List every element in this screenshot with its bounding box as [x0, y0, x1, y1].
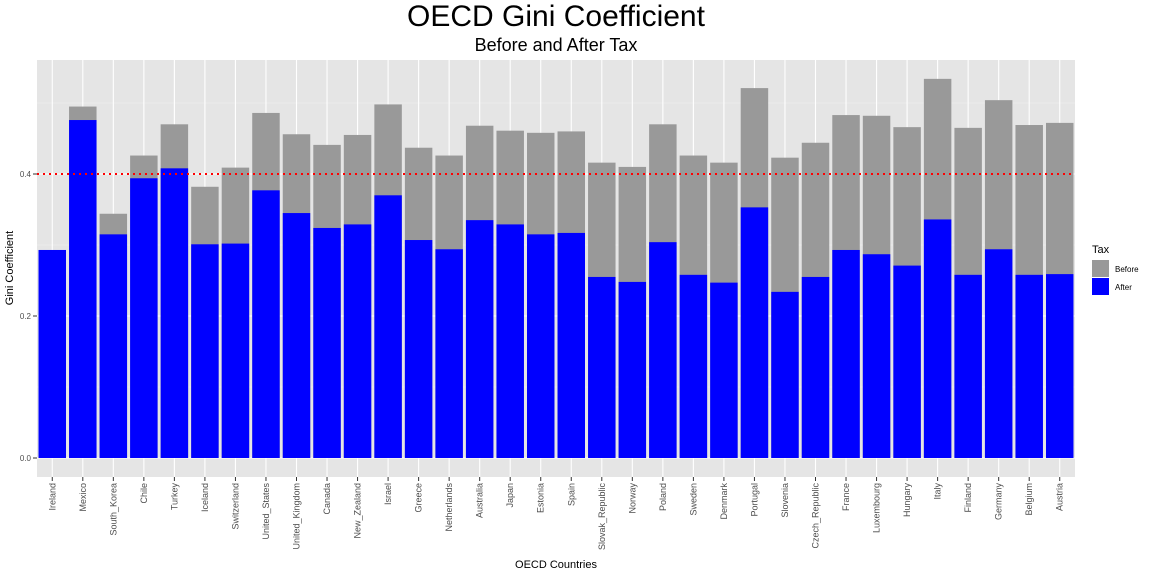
bar-after-New_Zealand	[343, 224, 372, 458]
x-tick-label: Estonia	[536, 483, 546, 513]
x-tick-label: Sweden	[688, 483, 698, 516]
legend: Tax Before After	[1092, 244, 1139, 295]
bar-after-Slovak_Republic	[588, 276, 616, 458]
legend-title: Tax	[1092, 244, 1110, 256]
bar-after-France	[832, 249, 860, 458]
y-tick-label: 0.4	[20, 170, 32, 179]
x-tick-label: Finland	[963, 483, 973, 513]
bar-after-Japan	[496, 224, 524, 458]
x-tick-label: Italy	[933, 483, 943, 500]
x-tick-label: Mexico	[78, 483, 88, 512]
y-axis: 0.0 0.2 0.4	[20, 170, 37, 463]
bar-after-Belgium	[1015, 274, 1043, 458]
bar-after-Hungary	[893, 265, 921, 458]
x-tick-label: Japan	[505, 483, 515, 508]
x-tick-label: France	[841, 483, 851, 511]
x-axis-label: OECD Countries	[515, 559, 597, 571]
y-tick-label: 0.2	[20, 312, 32, 321]
x-axis: Ireland Mexico South_Korea Chile Turkey Icela…	[47, 477, 1065, 551]
x-tick-label: Chile	[139, 483, 149, 504]
legend-swatch-after	[1092, 278, 1109, 295]
x-tick-label: Czech_Republic	[811, 483, 821, 549]
x-tick-label: South_Korea	[108, 483, 118, 536]
bars	[38, 78, 1074, 459]
legend-swatch-before	[1092, 260, 1109, 277]
x-tick-label: Hungary	[902, 483, 912, 518]
bar-after-Germany	[984, 249, 1013, 458]
bar-after-Poland	[649, 242, 677, 458]
bar-after-Sweden	[679, 274, 708, 458]
x-tick-label: Luxembourg	[872, 483, 882, 533]
x-tick-label: Ireland	[47, 483, 57, 511]
x-tick-label: New_Zealand	[353, 483, 363, 539]
bar-after-Canada	[313, 227, 341, 458]
x-tick-label: Iceland	[200, 483, 210, 512]
bar-after-Austria	[1045, 274, 1074, 458]
bar-after-Ireland	[38, 249, 67, 458]
bar-after-Czech_Republic	[801, 276, 830, 458]
bar-after-Norway	[618, 281, 647, 458]
x-tick-label: Germany	[994, 483, 1004, 521]
x-tick-label: Portugal	[749, 483, 759, 517]
bar-after-Luxembourg	[862, 254, 891, 458]
x-tick-label: Poland	[658, 483, 668, 511]
bar-after-Slovenia	[771, 291, 799, 458]
bar-after-United_States	[252, 190, 280, 458]
x-tick-label: Australia	[475, 483, 485, 518]
bar-after-Switzerland	[221, 243, 250, 458]
bar-after-Spain	[557, 232, 586, 458]
x-tick-label: Austria	[1055, 483, 1065, 511]
x-tick-label: Greece	[414, 483, 424, 513]
chart-title: OECD Gini Coefficient	[407, 0, 706, 33]
bar-after-Netherlands	[435, 249, 463, 458]
x-tick-label: United_Kingdom	[292, 483, 302, 550]
chart-subtitle: Before and After Tax	[475, 35, 638, 55]
bar-after-Turkey	[160, 168, 189, 458]
x-tick-label: Slovak_Republic	[597, 483, 607, 551]
bar-after-Denmark	[710, 282, 738, 458]
x-tick-label: Norway	[627, 483, 637, 514]
x-tick-label: Netherlands	[444, 483, 454, 532]
legend-label-after: After	[1115, 283, 1132, 292]
x-tick-label: Israel	[383, 483, 393, 505]
bar-after-Iceland	[191, 244, 219, 458]
x-tick-label: Belgium	[1024, 483, 1034, 516]
x-tick-label: Canada	[322, 483, 332, 515]
bar-after-Estonia	[526, 234, 555, 458]
x-tick-label: United_States	[261, 483, 271, 540]
x-tick-label: Slovenia	[780, 483, 790, 518]
y-tick-label: 0.0	[20, 454, 32, 463]
y-axis-label: Gini Coefficient	[4, 231, 16, 305]
bar-after-United_Kingdom	[282, 213, 311, 458]
bar-after-Greece	[404, 240, 433, 458]
bar-after-South_Korea	[99, 234, 128, 458]
bar-after-Australia	[465, 220, 494, 458]
x-tick-label: Switzerland	[230, 483, 240, 530]
x-tick-label: Spain	[566, 483, 576, 506]
x-tick-label: Denmark	[719, 483, 729, 520]
bar-after-Mexico	[69, 120, 97, 458]
bar-after-Chile	[130, 178, 158, 458]
bar-after-Finland	[954, 274, 982, 458]
legend-label-before: Before	[1115, 265, 1139, 274]
x-tick-label: Turkey	[169, 483, 179, 511]
bar-after-Israel	[374, 195, 402, 459]
bar-after-Portugal	[740, 207, 769, 458]
bar-after-Italy	[923, 219, 952, 458]
